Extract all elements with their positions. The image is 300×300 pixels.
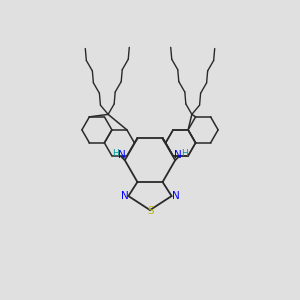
Text: S: S xyxy=(148,206,154,216)
Text: N: N xyxy=(174,150,182,160)
Text: H: H xyxy=(112,149,119,158)
Text: N: N xyxy=(118,150,126,160)
Text: H: H xyxy=(181,149,188,158)
Text: N: N xyxy=(172,191,179,201)
Text: N: N xyxy=(121,191,128,201)
